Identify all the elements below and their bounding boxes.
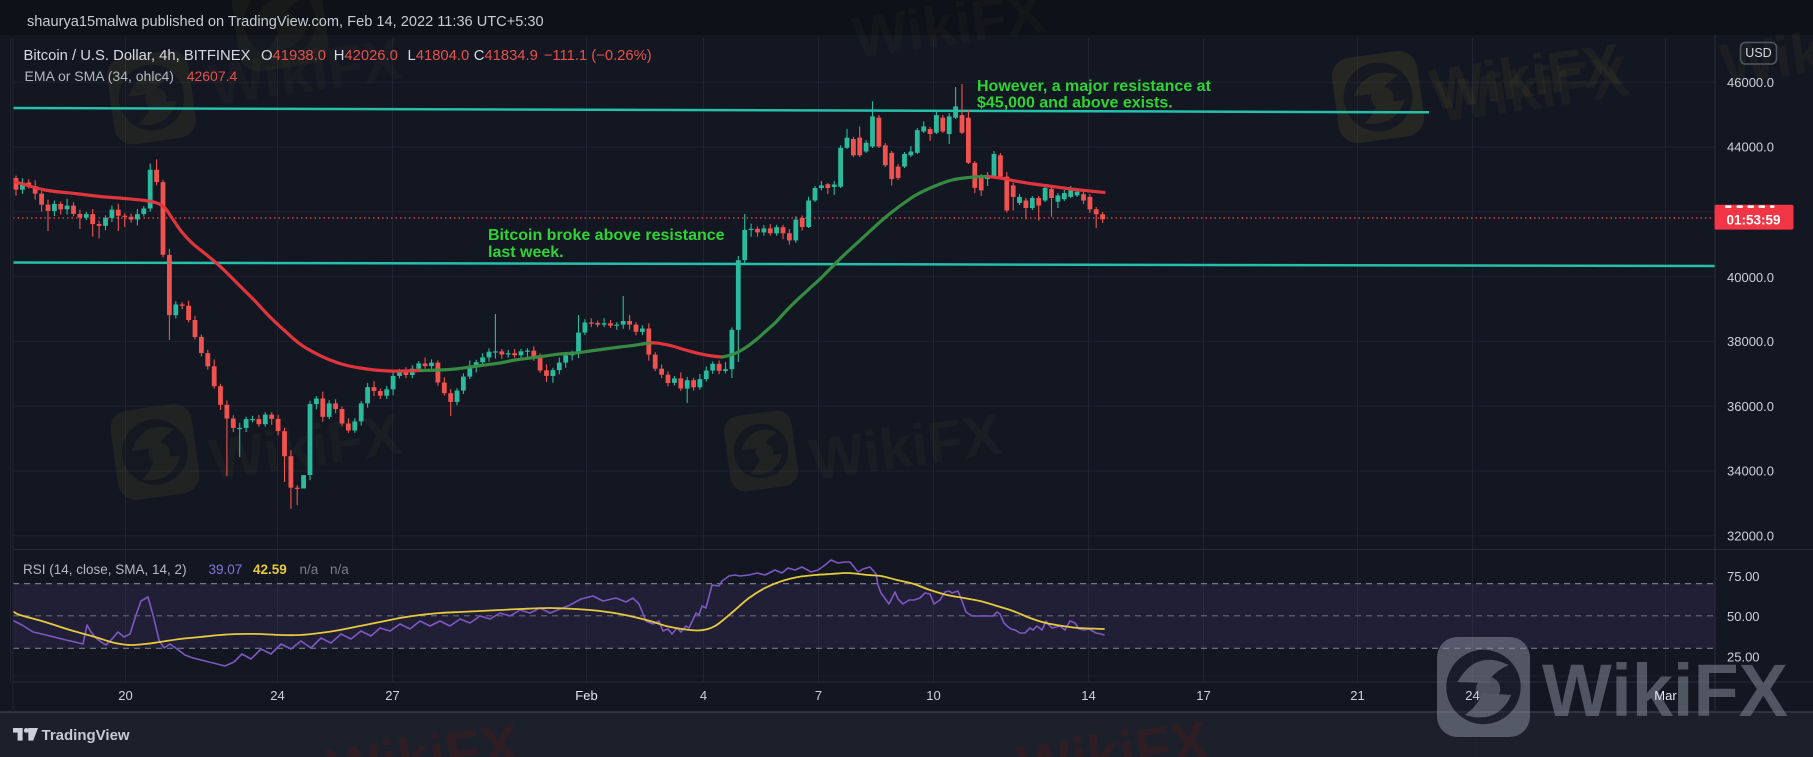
svg-text:n/a: n/a — [330, 562, 349, 577]
svg-text:10: 10 — [926, 688, 940, 703]
svg-text:24: 24 — [270, 688, 284, 703]
svg-text:36000.0: 36000.0 — [1727, 399, 1774, 414]
svg-text:20: 20 — [118, 688, 132, 703]
svg-text:40000.0: 40000.0 — [1727, 270, 1774, 285]
svg-text:38000.0: 38000.0 — [1727, 334, 1774, 349]
svg-text:$45,000 and above exists.: $45,000 and above exists. — [977, 95, 1173, 112]
svg-text:25.00: 25.00 — [1727, 650, 1760, 665]
svg-text:L41804.0: L41804.0 — [408, 48, 470, 64]
svg-text:4: 4 — [700, 688, 707, 703]
svg-text:Feb: Feb — [575, 688, 597, 703]
svg-text:−111.1 (−0.26%): −111.1 (−0.26%) — [544, 48, 652, 64]
svg-text:75.00: 75.00 — [1727, 569, 1760, 584]
svg-text:O41938.0: O41938.0 — [261, 48, 326, 64]
svg-text:Bitcoin / U.S. Dollar, 4h, BIT: Bitcoin / U.S. Dollar, 4h, BITFINEX — [24, 48, 251, 64]
svg-text:last week.: last week. — [488, 244, 564, 261]
svg-text:32000.0: 32000.0 — [1727, 529, 1774, 544]
svg-text:WikiFX: WikiFX — [1542, 649, 1788, 732]
svg-text:42607.4: 42607.4 — [187, 68, 238, 84]
svg-text:7: 7 — [815, 688, 822, 703]
svg-text:shaurya15malwa published on Tr: shaurya15malwa published on TradingView.… — [27, 14, 544, 30]
svg-text:H42026.0: H42026.0 — [334, 48, 398, 64]
svg-text:27: 27 — [385, 688, 399, 703]
svg-text:TradingView: TradingView — [42, 727, 130, 744]
svg-text:C41834.9: C41834.9 — [474, 48, 538, 64]
svg-text:Bitcoin broke above resistance: Bitcoin broke above resistance — [488, 227, 725, 244]
svg-text:46000.0: 46000.0 — [1727, 75, 1774, 90]
svg-text:21: 21 — [1350, 688, 1364, 703]
svg-text:EMA or SMA (34, ohlc4): EMA or SMA (34, ohlc4) — [25, 68, 174, 84]
svg-text:n/a: n/a — [300, 562, 319, 577]
svg-text:However, a major resistance at: However, a major resistance at — [977, 78, 1212, 95]
svg-text:44000.0: 44000.0 — [1727, 140, 1774, 155]
svg-text:RSI (14, close, SMA, 14, 2): RSI (14, close, SMA, 14, 2) — [23, 562, 187, 577]
svg-text:42.59: 42.59 — [253, 562, 287, 577]
svg-text:34000.0: 34000.0 — [1727, 464, 1774, 479]
svg-text:USD: USD — [1745, 46, 1771, 60]
svg-text:39.07: 39.07 — [209, 562, 243, 577]
svg-text:50.00: 50.00 — [1727, 609, 1760, 624]
svg-text:14: 14 — [1081, 688, 1095, 703]
svg-text:24: 24 — [1465, 688, 1479, 703]
svg-text:Mar: Mar — [1654, 688, 1677, 703]
svg-text:01:53:59: 01:53:59 — [1726, 213, 1780, 228]
svg-text:17: 17 — [1196, 688, 1210, 703]
